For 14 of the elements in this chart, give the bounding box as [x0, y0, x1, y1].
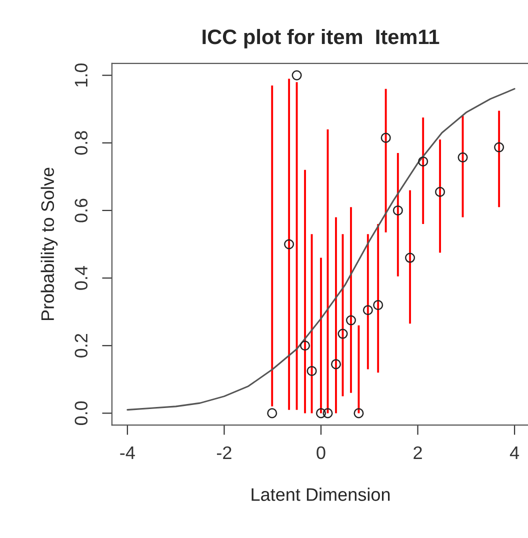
y-axis-title: Probability to Solve	[40, 168, 58, 320]
y-tick-label: 0.0	[74, 401, 88, 426]
y-tick-label: 1.0	[74, 63, 88, 86]
x-tick-label: 2	[414, 446, 422, 459]
x-tick-label: 0	[316, 446, 326, 460]
x-tick-label: 4	[510, 446, 520, 459]
x-tick-label: -4	[120, 446, 135, 459]
chart-title: ICC plot for item Item11	[202, 28, 440, 48]
y-tick-label: 0.4	[74, 266, 88, 290]
y-tick-label: 0.8	[74, 131, 88, 155]
x-axis-title: Latent Dimension	[252, 488, 390, 501]
y-tick-label: 0.6	[74, 198, 88, 222]
x-tick-label: -2	[216, 446, 232, 459]
y-tick-label: 0.2	[74, 334, 88, 358]
